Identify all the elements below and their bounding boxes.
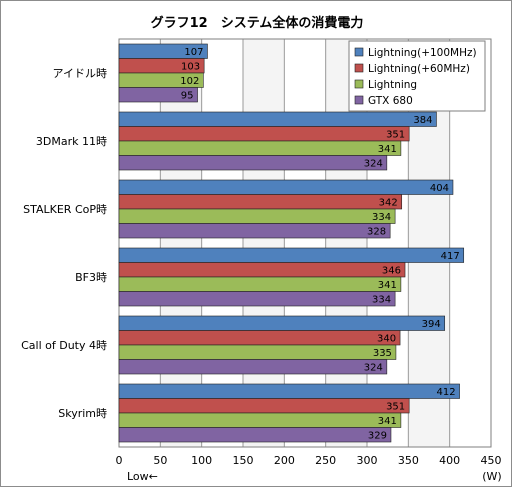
direction-label: Low← (127, 470, 158, 483)
data-label: 324 (364, 159, 383, 170)
bar (118, 291, 396, 307)
data-label: 351 (386, 402, 405, 413)
x-tick-label: 50 (153, 454, 167, 467)
data-label: 394 (422, 319, 441, 330)
legend-swatch (354, 47, 364, 57)
bar (118, 179, 454, 195)
x-tick-label: 200 (274, 454, 295, 467)
legend-swatch (354, 63, 364, 73)
category-label: Call of Duty 4時 (21, 339, 107, 352)
data-label: 335 (373, 348, 392, 359)
bar (118, 126, 410, 142)
bar (118, 194, 403, 210)
x-tick-label: 450 (481, 454, 502, 467)
legend-label: Lightning(+60MHz) (368, 63, 470, 75)
data-label: 351 (386, 130, 405, 141)
data-label: 342 (379, 198, 398, 209)
x-tick-label: 300 (357, 454, 378, 467)
bar (118, 398, 410, 414)
bar (118, 412, 402, 428)
grid-band (160, 39, 202, 447)
bar (118, 247, 465, 263)
data-label: 412 (436, 387, 455, 398)
chart-title: グラフ12 システム全体の消費電力 (151, 15, 364, 31)
x-tick-label: 0 (116, 454, 123, 467)
bar (118, 383, 460, 399)
bar (118, 427, 392, 443)
x-tick-label: 350 (398, 454, 419, 467)
bar (118, 208, 396, 224)
data-label: 384 (413, 115, 432, 126)
data-label: 341 (378, 144, 397, 155)
data-label: 95 (181, 91, 194, 102)
category-label: STALKER CoP時 (23, 203, 107, 216)
bar (118, 276, 402, 292)
category-label: Skyrim時 (58, 407, 107, 420)
x-tick-label: 100 (191, 454, 212, 467)
bar (118, 262, 406, 278)
data-label: 329 (368, 431, 387, 442)
data-label: 341 (378, 280, 397, 291)
category-label: アイドル時 (53, 67, 107, 80)
bar (118, 315, 446, 331)
bar (118, 140, 402, 156)
legend-label: Lightning(+100MHz) (368, 47, 477, 59)
bar (118, 155, 388, 171)
bar (118, 344, 397, 360)
bar (118, 330, 401, 346)
data-label: 103 (181, 62, 200, 73)
plot-border (118, 38, 492, 448)
legend-label: GTX 680 (368, 95, 413, 107)
unit-label: (W) (482, 470, 501, 483)
x-tick-label: 250 (315, 454, 336, 467)
grid-band (243, 39, 285, 447)
data-label: 346 (382, 266, 401, 277)
bar (118, 111, 437, 127)
category-label: BF3時 (75, 271, 107, 284)
bar (118, 223, 391, 239)
bar (118, 87, 198, 103)
category-label: 3DMark 11時 (36, 135, 107, 148)
data-label: 417 (441, 251, 460, 262)
data-label: 404 (430, 183, 449, 194)
data-label: 334 (372, 295, 391, 306)
data-label: 328 (367, 227, 386, 238)
legend-swatch (354, 95, 364, 105)
data-label: 340 (377, 334, 396, 345)
bar (118, 359, 388, 375)
legend-label: Lightning (368, 79, 417, 91)
legend (348, 40, 486, 112)
x-tick-label: 400 (439, 454, 460, 467)
x-tick-label: 150 (233, 454, 254, 467)
data-label: 341 (378, 416, 397, 427)
legend-swatch (354, 79, 364, 89)
data-label: 102 (180, 76, 199, 87)
data-label: 107 (184, 47, 203, 58)
data-label: 334 (372, 212, 391, 223)
data-label: 324 (364, 363, 383, 374)
